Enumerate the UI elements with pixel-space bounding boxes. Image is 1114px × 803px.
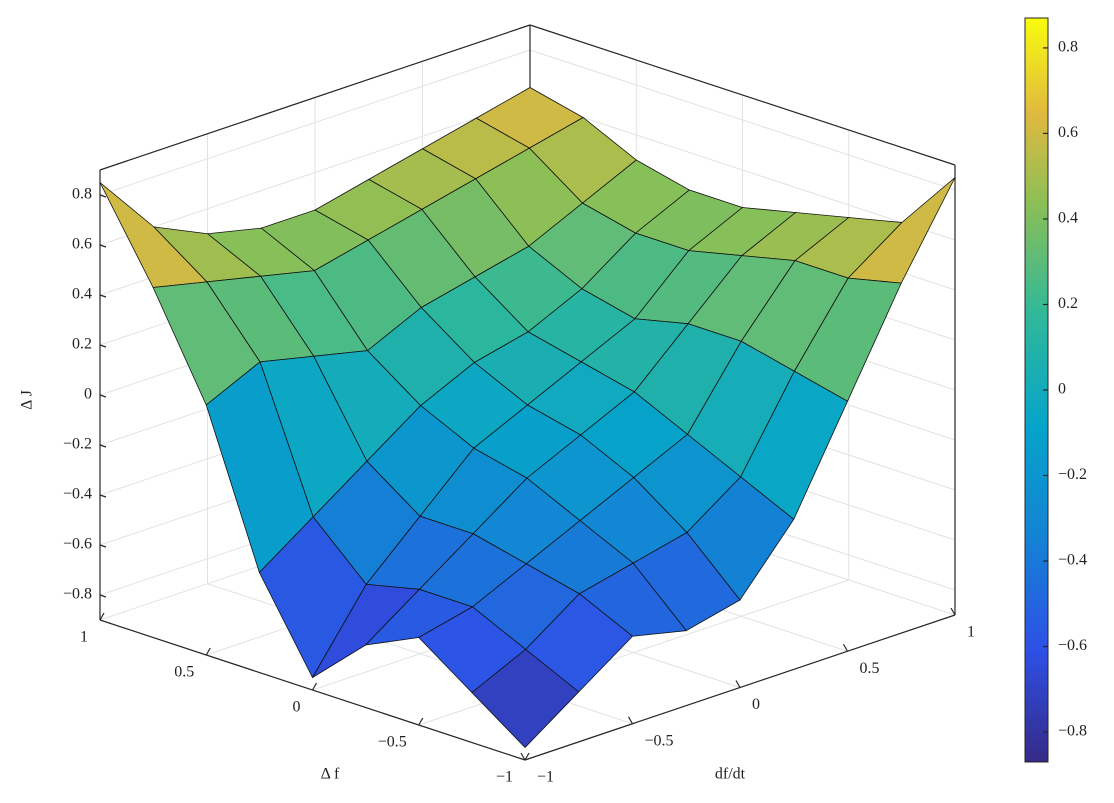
x-tick [418, 717, 424, 726]
y-tick [950, 607, 956, 616]
x-tick-label: 0.5 [174, 664, 194, 681]
z-tick-label: −0.4 [63, 486, 92, 503]
x-tick [524, 752, 530, 761]
z-tick-label: −0.8 [63, 586, 92, 603]
x-tick [311, 682, 318, 691]
colorbar-tick-label: 0 [1058, 381, 1066, 398]
z-tick-label: 0.2 [72, 336, 92, 353]
z-axis-label: Δ J [19, 390, 36, 410]
z-tick-label: −0.2 [63, 436, 92, 453]
x-tick-label: −0.5 [378, 734, 407, 751]
colorbar-tick-label: 0.8 [1058, 39, 1078, 56]
z-tick-label: 0.8 [72, 186, 92, 203]
colorbar-tick-label: −0.4 [1058, 552, 1087, 569]
x-tick [205, 647, 211, 656]
y-tick [627, 716, 634, 725]
z-tick [99, 194, 107, 198]
z-tick-label: 0 [84, 386, 92, 403]
x-tick-label: −1 [496, 769, 513, 786]
z-tick [99, 444, 107, 448]
colorbar-tick-label: −0.6 [1058, 637, 1087, 654]
colorbar-tick-label: 0.2 [1058, 295, 1078, 312]
y-tick [842, 643, 849, 652]
z-tick [99, 544, 107, 548]
z-tick [99, 394, 107, 398]
z-tick [99, 244, 107, 248]
axis-line [99, 24, 531, 171]
axis-line [529, 24, 956, 166]
colorbar-tick-label: 0.4 [1058, 210, 1078, 227]
y-tick-label: 0 [752, 696, 760, 713]
y-tick-label: −0.5 [645, 732, 674, 749]
z-tick-label: 0.6 [72, 236, 92, 253]
y-tick-label: 0.5 [860, 660, 880, 677]
z-tick [99, 494, 107, 498]
z-tick-label: −0.6 [63, 536, 92, 553]
y-tick-label: 1 [967, 624, 975, 641]
z-tick [99, 344, 107, 348]
z-tick-label: 0.4 [72, 286, 92, 303]
z-tick [99, 294, 107, 298]
x-axis-label: Δ f [321, 766, 340, 783]
x-tick-label: 0 [293, 699, 301, 716]
colorbar-tick-label: −0.8 [1058, 723, 1087, 740]
surface-patch [471, 648, 580, 749]
y-tick [735, 680, 741, 688]
x-tick-label: 1 [80, 629, 88, 646]
y-axis-label: df/dt [715, 766, 746, 783]
y-tick [520, 752, 526, 761]
x-tick [99, 612, 105, 621]
z-tick [99, 594, 107, 598]
colorbar-tick-label: 0.6 [1058, 124, 1078, 141]
y-tick-label: −1 [537, 769, 554, 786]
colorbar-tick-label: −0.2 [1058, 466, 1087, 483]
